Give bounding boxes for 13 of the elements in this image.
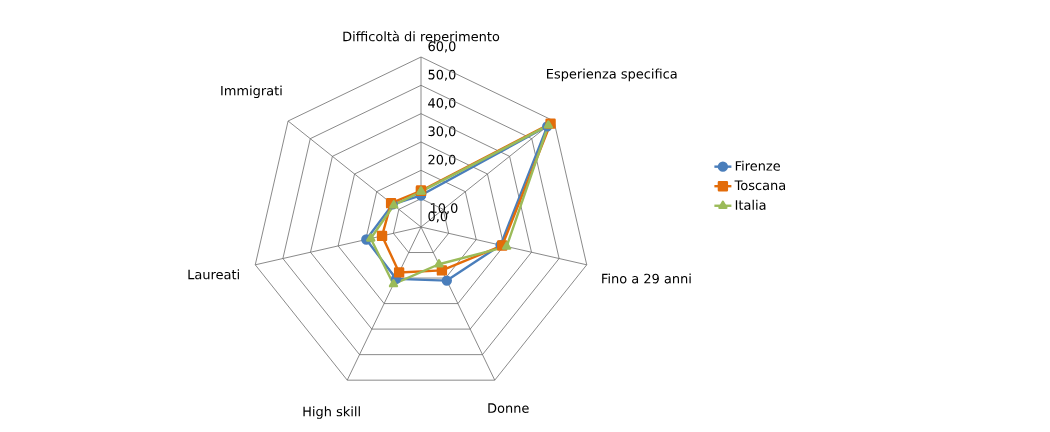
legend-label: Toscana: [734, 180, 786, 191]
y-tick-label: 40,0: [428, 98, 456, 110]
y-tick-label: 20,0: [428, 154, 456, 166]
y-tick-label: 30,0: [428, 126, 456, 138]
spoke-label: Donne: [488, 403, 529, 413]
spoke-label: Laureati: [188, 269, 239, 280]
legend-label: Firenze: [735, 160, 780, 171]
spoke-label: Fino a 29 anni: [602, 273, 691, 284]
legend-label: Italia: [735, 199, 766, 210]
spoke-label: High skill: [303, 406, 360, 419]
y-tick-label: 50,0: [428, 69, 456, 81]
spoke-label: Esperienza specifica: [547, 68, 677, 82]
spoke-label: Immigrati: [221, 85, 282, 98]
